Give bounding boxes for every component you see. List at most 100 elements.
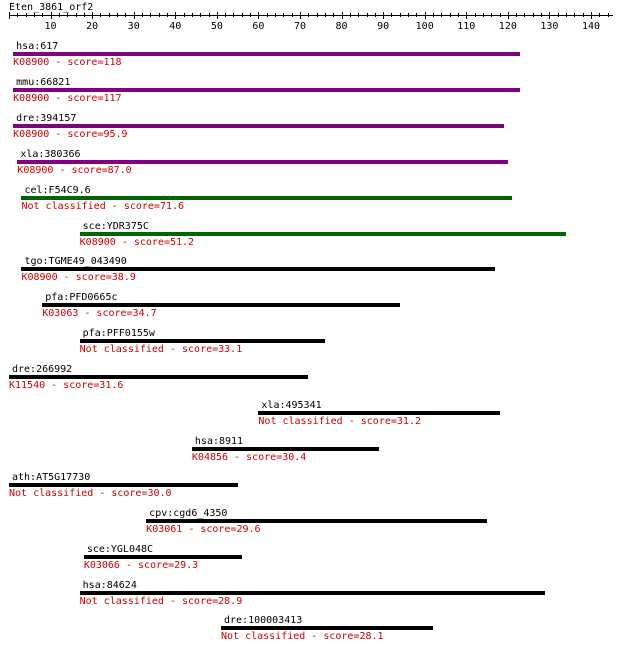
hit-id[interactable]: dre:100003413: [224, 615, 303, 627]
minor-tick: [184, 13, 185, 17]
minor-tick: [42, 13, 43, 17]
hit-id[interactable]: pfa:PFD0665c: [45, 292, 118, 304]
hit-id[interactable]: hsa:8911: [194, 435, 244, 447]
major-tick: [383, 12, 384, 19]
hit-bar[interactable]: [83, 554, 242, 559]
hit-score-label: K03066 - score=29.3: [83, 559, 199, 571]
minor-tick: [167, 13, 168, 17]
minor-tick: [142, 13, 143, 17]
hit-score-label: Not classified - score=33.1: [79, 344, 243, 356]
minor-tick: [483, 13, 484, 17]
minor-tick: [325, 13, 326, 17]
hit-id[interactable]: hsa:617: [16, 41, 59, 52]
hit-bar[interactable]: [221, 626, 433, 631]
hit-score-label: K08900 - score=118: [13, 57, 122, 68]
tick-label: 60: [252, 21, 265, 32]
hit-id[interactable]: pfa:PFF0155w: [82, 328, 155, 340]
hit-id[interactable]: tgo:TGME49_043490: [24, 256, 127, 268]
hit-bar[interactable]: [9, 375, 309, 380]
hit-score-label: K08900 - score=87.0: [17, 164, 132, 176]
hit-id[interactable]: mmu:66821: [16, 76, 71, 88]
minor-tick: [475, 13, 476, 17]
minor-tick: [433, 13, 434, 17]
tick-label: 50: [210, 21, 223, 32]
hit-bar[interactable]: [17, 159, 508, 164]
major-tick: [9, 12, 10, 19]
hit-id[interactable]: cel:F54C9.6: [24, 184, 91, 196]
minor-tick: [367, 13, 368, 17]
minor-tick: [317, 13, 318, 17]
minor-tick: [67, 13, 68, 17]
hit-bar[interactable]: [79, 231, 567, 236]
hit-id[interactable]: xla:380366: [20, 148, 81, 160]
minor-tick: [59, 13, 60, 17]
major-tick: [217, 12, 218, 19]
hit-id[interactable]: sce:YGL048C: [86, 543, 154, 555]
hit-score-label: Not classified - score=28.1: [221, 631, 384, 643]
hit-id[interactable]: cpv:cgd6_4350: [149, 507, 228, 519]
minor-tick: [117, 13, 118, 17]
hit-score-label: K03061 - score=29.6: [146, 523, 261, 535]
hit-id[interactable]: dre:394157: [16, 112, 77, 124]
hit-bar[interactable]: [146, 518, 488, 523]
hit-score-label: K08900 - score=95.9: [13, 128, 128, 140]
hit-id[interactable]: ath:AT5G17730: [12, 471, 91, 483]
major-tick: [175, 12, 176, 19]
minor-tick: [574, 13, 575, 17]
hit-score-label: K08900 - score=51.2: [79, 236, 195, 248]
minor-tick: [416, 13, 417, 17]
hit-bar[interactable]: [21, 267, 496, 272]
hit-bar[interactable]: [21, 195, 512, 200]
minor-tick: [566, 13, 567, 17]
minor-tick: [500, 13, 501, 17]
minor-tick: [233, 13, 234, 17]
hit-id[interactable]: dre:266992: [12, 364, 73, 376]
minor-tick: [250, 13, 251, 17]
hit-id[interactable]: xla:495341: [261, 400, 322, 411]
hit-bar[interactable]: [42, 303, 400, 308]
hit-score-label: K08900 - score=38.9: [21, 272, 136, 284]
hit-bar[interactable]: [13, 87, 521, 92]
tick-label: 90: [377, 21, 390, 32]
minor-tick: [308, 13, 309, 17]
hit-bar[interactable]: [13, 52, 521, 56]
minor-tick: [458, 13, 459, 17]
hit-id[interactable]: sce:YDR375C: [82, 220, 149, 232]
minor-tick: [84, 13, 85, 17]
tick-label: 140: [581, 21, 600, 32]
hit-bar[interactable]: [258, 411, 500, 415]
minor-tick: [583, 13, 584, 17]
hit-bar[interactable]: [13, 123, 504, 128]
minor-tick: [109, 13, 110, 17]
minor-tick: [76, 13, 77, 17]
minor-tick: [17, 13, 18, 17]
hit-score-label: Not classified - score=31.2: [258, 416, 421, 427]
hit-score-label: K11540 - score=31.6: [9, 380, 124, 392]
minor-tick: [608, 13, 609, 17]
hit-bar[interactable]: [191, 446, 379, 451]
major-tick: [300, 12, 301, 19]
major-tick: [591, 12, 592, 19]
hit-score-label: Not classified - score=30.0: [9, 487, 172, 499]
minor-tick: [34, 13, 35, 17]
tick-label: 110: [457, 21, 476, 32]
minor-tick: [242, 13, 243, 17]
hit-bar[interactable]: [79, 339, 325, 344]
tick-label: 120: [498, 21, 517, 32]
minor-tick: [408, 13, 409, 17]
minor-tick: [524, 13, 525, 17]
minor-tick: [491, 13, 492, 17]
hit-id[interactable]: hsa:84624: [82, 579, 137, 591]
minor-tick: [375, 13, 376, 17]
hit-score-label: Not classified - score=28.9: [79, 595, 243, 607]
tick-label: 70: [293, 21, 307, 32]
hit-bar[interactable]: [79, 590, 546, 595]
minor-tick: [450, 13, 451, 17]
minor-tick: [333, 13, 334, 17]
minor-tick: [200, 13, 201, 17]
hit-score-label: K04856 - score=30.4: [191, 451, 307, 463]
minor-tick: [533, 13, 534, 17]
hit-bar[interactable]: [9, 482, 238, 487]
minor-tick: [267, 13, 268, 17]
